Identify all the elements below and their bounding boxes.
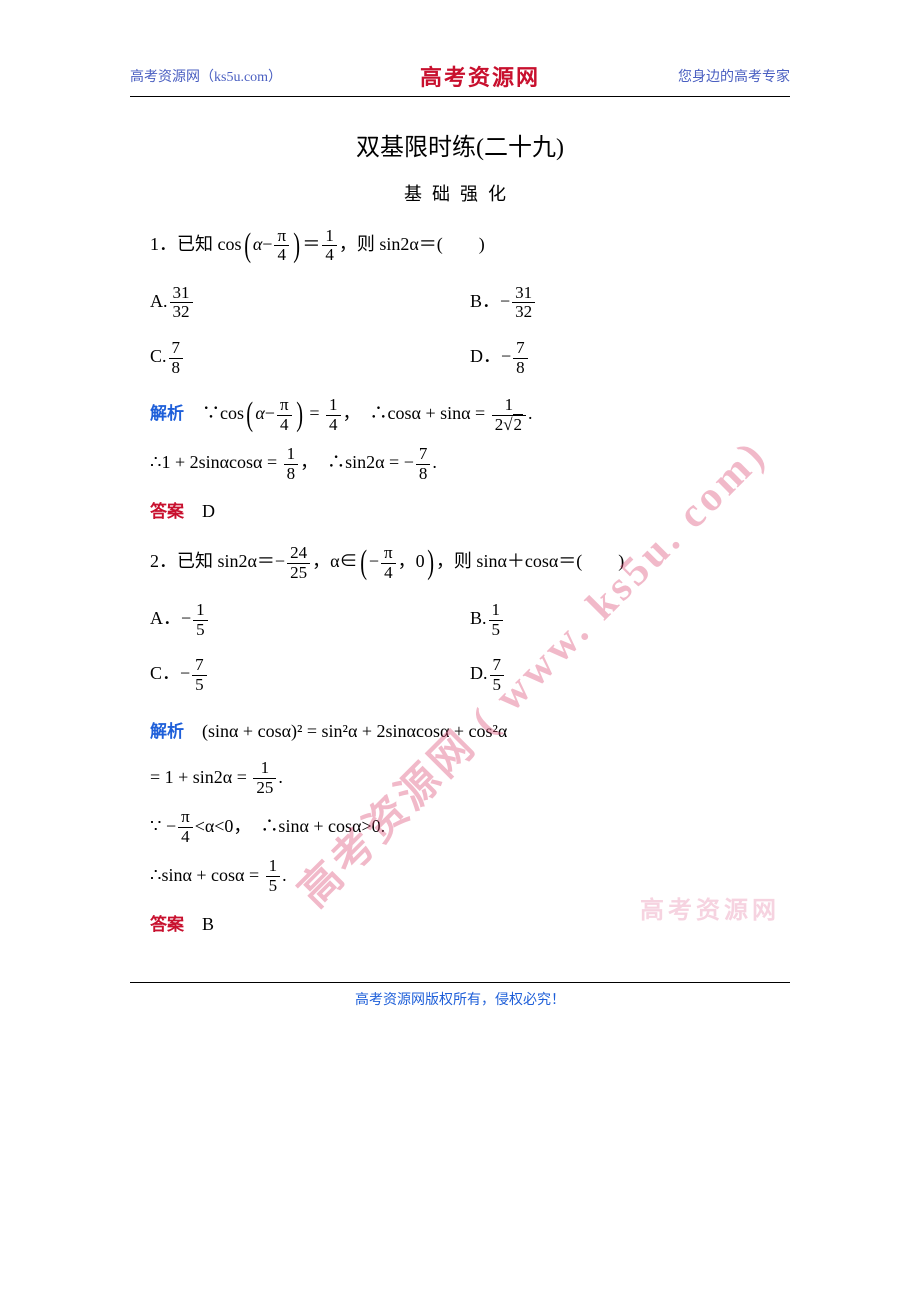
header: 高考资源网（ks5u.com） 高考资源网 您身边的高考专家 [130,60,790,97]
q2-suffix: ，则 sinα＋cosα＝( ) [436,551,624,571]
q1-a1-eq1: = [305,403,324,423]
question-2-analysis: 解析 (sinα + cosα)² = sin²α + 2sinαcosα + … [130,713,790,896]
q2-optA-label: A．− [150,608,191,628]
header-right: 您身边的高考专家 [678,66,790,86]
q2-optD-frac: 75 [490,656,505,694]
question-1-analysis: 解析 ∵cos(α−π4) = 14， ∴cosα + sinα = 12√2.… [130,395,790,483]
q1-optB-label: B．− [470,291,510,311]
q2-a1: (sinα + cosα)² = sin²α + 2sinαcosα + cos… [202,721,507,741]
q1-optC-label: C. [150,346,167,366]
q2-a4-period: . [282,865,287,885]
question-1-options: A.3132 B．−3132 C.78 D．−78 [130,275,790,385]
q2-optA-frac: 15 [193,601,208,639]
q1-a1-comma: ， [343,403,352,423]
q1-a2-frac1: 18 [284,445,299,483]
q1-a1-frac3: 12√2 [492,396,526,434]
header-center: 高考资源网 [420,60,540,92]
answer-label: 答案 [150,915,184,934]
q2-neg: − [369,551,379,571]
question-2-answer: 答案 B [130,906,790,942]
q1-a2-frac2: 78 [416,445,431,483]
question-2-options: A．−15 B.15 C．−75 D.75 [130,592,790,702]
q2-option-a: A．−15 [150,600,470,639]
q1-answer-value: D [202,501,215,521]
q1-option-d: D．−78 [470,338,790,377]
q2-a3-p1: ∵ − [150,816,176,836]
q1-minus: − [262,234,272,254]
q2-frac2: π4 [381,544,396,582]
analysis-label: 解析 [150,404,184,423]
q2-optD-label: D. [470,663,488,683]
q1-a1-minus: − [265,403,275,423]
q1-suffix: ，则 sin2α＝( ) [339,234,485,254]
q2-a2-p1: = 1 + sin2α = [150,767,251,787]
q1-a1-frac1: π4 [277,396,292,434]
q2-frac1: 2425 [287,544,310,582]
q1-text: 1．已知 cos [150,234,242,254]
q2-a3-p3: ∴sinα + cosα>0. [260,816,385,836]
q1-option-a: A.3132 [150,283,470,322]
q1-a1-p2: ∴cosα + sinα = [370,403,490,423]
answer-label: 答案 [150,502,184,521]
page-title: 双基限时练(二十九) [130,127,790,162]
q2-a4-p1: ∴sinα + cosα = [150,865,264,885]
q2-option-b: B.15 [470,600,790,639]
q2-a2-frac: 125 [253,759,276,797]
q2-a2-period: . [278,767,283,787]
q1-option-b: B．−3132 [470,283,790,322]
q1-a1-p1: ∵cos [202,403,244,423]
q1-frac-14: 14 [322,227,337,265]
header-left: 高考资源网（ks5u.com） [130,66,282,86]
q1-optD-frac: 78 [513,339,528,377]
q2-analysis-line3: ∵ −π4<α<0， ∴sinα + cosα>0. [150,808,790,847]
q2-zero: 0 [416,551,425,571]
q1-eq: ＝ [302,234,320,254]
q1-optC-frac: 78 [169,339,184,377]
q2-a3-p2: <α<0， [195,816,243,836]
q1-frac-pi4: π4 [274,227,289,265]
q1-analysis-line2: ∴1 + 2sinαcosα = 18， ∴sin2α = −78. [150,444,790,483]
q1-optB-frac: 3132 [512,284,535,322]
page-subtitle: 基础强化 [130,180,790,206]
q2-icomma: ， [398,551,416,571]
q2-a4-frac: 15 [266,857,281,895]
q1-analysis-line1: 解析 ∵cos(α−π4) = 14， ∴cosα + sinα = 12√2. [150,395,790,434]
q1-optA-label: A. [150,291,168,311]
q1-option-c: C.78 [150,338,470,377]
q1-a2-p1: ∴1 + 2sinαcosα = [150,452,282,472]
q2-option-d: D.75 [470,655,790,694]
q1-a1-var: α [255,403,264,423]
q2-analysis-line2: = 1 + sin2α = 125. [150,759,790,798]
q2-analysis-line1: 解析 (sinα + cosα)² = sin²α + 2sinαcosα + … [150,713,790,749]
q2-optB-label: B. [470,608,487,628]
question-1-stem: 1．已知 cos(α−π4)＝14，则 sin2α＝( ) [130,226,790,265]
q1-a2-comma: ， [300,452,309,472]
q1-var: α [253,234,262,254]
q1-a1-frac2: 14 [326,396,341,434]
question-1-answer: 答案 D [130,493,790,529]
q2-answer-value: B [202,914,214,934]
q2-optC-label: C．− [150,663,190,683]
q1-optA-frac: 3132 [170,284,193,322]
q2-analysis-line4: ∴sinα + cosα = 15. [150,857,790,896]
analysis-label: 解析 [150,722,184,741]
q1-a2-period: . [432,452,437,472]
q2-optB-frac: 15 [489,601,504,639]
q2-optC-frac: 75 [192,656,207,694]
q1-a1-period: . [528,403,533,423]
q2-a3-frac: π4 [178,808,193,846]
q2-mid1: ，α∈ [312,551,357,571]
q2-prefix: 2．已知 sin2α＝− [150,551,285,571]
page: 高考资源网 ( www. ks5u. com) 高考资源网 高考资源网（ks5u… [0,0,920,1049]
q1-optD-label: D．− [470,346,511,366]
q2-option-c: C．−75 [150,655,470,694]
q1-a2-p2: ∴sin2α = − [327,452,414,472]
content: 1．已知 cos(α−π4)＝14，则 sin2α＝( ) A.3132 B．−… [130,226,790,942]
question-2-stem: 2．已知 sin2α＝−2425，α∈(−π4，0)，则 sinα＋cosα＝(… [130,543,790,582]
footer: 高考资源网版权所有，侵权必究！ [130,982,790,1009]
